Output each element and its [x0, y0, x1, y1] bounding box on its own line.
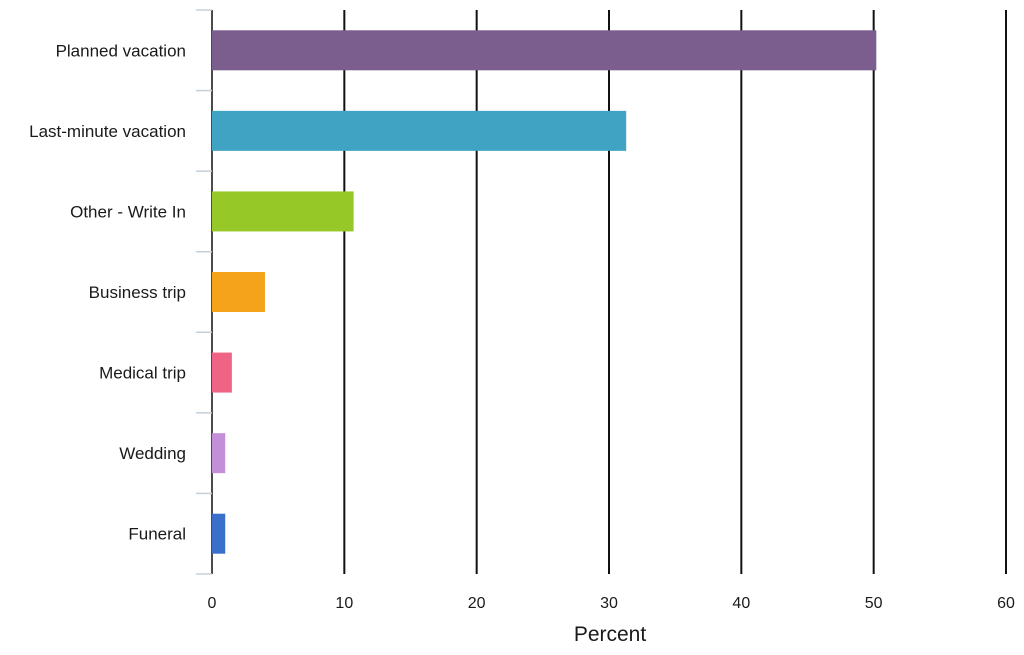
- category-label: Other - Write In: [70, 202, 186, 221]
- bar: [212, 110, 627, 151]
- category-label: Business trip: [89, 283, 186, 302]
- bars: [212, 30, 877, 554]
- category-label: Last-minute vacation: [29, 122, 186, 141]
- category-tick-marks: [196, 9, 212, 575]
- x-tick-labels: 0 10 20 30 40 50 60: [208, 595, 1015, 612]
- bar: [212, 272, 265, 312]
- bar: [212, 191, 354, 232]
- bar: [212, 513, 226, 554]
- x-tick-label: 10: [335, 595, 353, 612]
- category-label: Funeral: [128, 525, 186, 544]
- x-axis-title: Percent: [574, 623, 647, 646]
- bar: [212, 30, 877, 71]
- x-tick-label: 60: [997, 595, 1015, 612]
- x-tick-label: 50: [865, 595, 883, 612]
- grid-lines: [211, 10, 1007, 574]
- x-tick-label: 30: [600, 595, 618, 612]
- x-tick-label: 40: [732, 595, 750, 612]
- x-tick-label: 20: [468, 595, 486, 612]
- category-labels: Planned vacation Last-minute vacation Othe…: [29, 41, 186, 543]
- category-label: Medical trip: [99, 364, 186, 383]
- x-tick-label: 0: [208, 595, 217, 612]
- bar: [212, 352, 232, 393]
- category-label: Wedding: [119, 444, 186, 463]
- category-label: Planned vacation: [56, 41, 186, 60]
- bar: [212, 433, 226, 474]
